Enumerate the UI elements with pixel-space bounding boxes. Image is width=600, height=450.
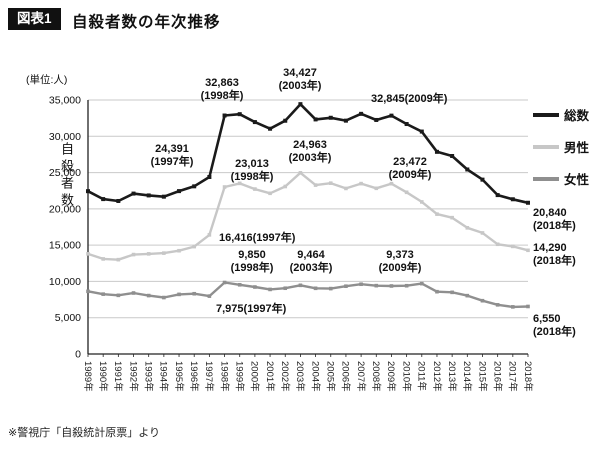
svg-text:2005年: 2005年: [325, 361, 337, 392]
legend-label-male: 男性: [564, 141, 590, 155]
svg-text:1991年: 1991年: [112, 361, 124, 392]
svg-text:24,391: 24,391: [155, 143, 189, 155]
svg-text:(2003年): (2003年): [279, 78, 322, 92]
svg-text:34,427: 34,427: [283, 67, 317, 79]
svg-text:2009年: 2009年: [385, 361, 397, 392]
svg-text:15,000: 15,000: [49, 240, 81, 252]
svg-text:2013年: 2013年: [446, 361, 458, 392]
svg-text:20,000: 20,000: [49, 203, 81, 215]
svg-text:2001年: 2001年: [264, 361, 276, 392]
svg-text:23,472: 23,472: [393, 156, 427, 168]
legend-line-female: [533, 176, 559, 181]
svg-text:2002年: 2002年: [279, 361, 291, 392]
svg-text:5,000: 5,000: [55, 312, 81, 324]
legend-line-male: [533, 144, 559, 149]
legend-item-female: 女性: [533, 169, 589, 188]
svg-text:1995年: 1995年: [173, 361, 185, 392]
svg-text:1989年: 1989年: [82, 361, 94, 392]
svg-text:9,464: 9,464: [297, 249, 325, 261]
svg-text:16,416(1997年): 16,416(1997年): [219, 230, 296, 244]
svg-text:2016年: 2016年: [491, 361, 503, 392]
svg-text:1990年: 1990年: [97, 361, 109, 392]
svg-text:24,963: 24,963: [293, 139, 327, 151]
svg-text:32,863: 32,863: [205, 77, 239, 89]
svg-text:35,000: 35,000: [49, 95, 81, 107]
svg-text:1998年: 1998年: [218, 361, 230, 392]
legend-line-total: [533, 112, 559, 117]
svg-text:2008年: 2008年: [370, 361, 382, 392]
svg-text:(2009年): (2009年): [389, 167, 432, 181]
svg-text:2012年: 2012年: [431, 361, 443, 392]
svg-text:9,850: 9,850: [238, 249, 266, 261]
svg-text:(2003年): (2003年): [290, 260, 333, 274]
svg-text:(1998年): (1998年): [201, 88, 244, 102]
unit-label: (単位:人): [26, 74, 68, 86]
svg-text:(2018年): (2018年): [533, 253, 576, 267]
svg-text:9,373: 9,373: [386, 249, 414, 261]
svg-text:2006年: 2006年: [340, 361, 352, 392]
svg-text:2011年: 2011年: [416, 361, 428, 391]
svg-text:10,000: 10,000: [49, 276, 81, 288]
svg-text:1999年: 1999年: [234, 361, 246, 392]
svg-text:1993年: 1993年: [142, 361, 154, 392]
svg-text:(2018年): (2018年): [533, 218, 576, 232]
svg-text:1996年: 1996年: [188, 361, 200, 392]
svg-text:2010年: 2010年: [400, 361, 412, 392]
figure-tag: 図表1: [8, 8, 61, 30]
svg-text:(1998年): (1998年): [231, 260, 274, 274]
svg-text:1997年: 1997年: [203, 361, 215, 392]
svg-text:2018年: 2018年: [522, 361, 534, 392]
svg-text:23,013: 23,013: [235, 158, 269, 170]
svg-text:(2003年): (2003年): [289, 150, 332, 164]
svg-text:(2009年): (2009年): [379, 260, 422, 274]
svg-text:1994年: 1994年: [158, 361, 170, 392]
figure-title: 自殺者数の年次推移: [72, 14, 221, 31]
svg-text:2015年: 2015年: [476, 361, 488, 392]
svg-text:2014年: 2014年: [461, 361, 473, 392]
legend-label-female: 女性: [564, 173, 590, 187]
svg-text:(2018年): (2018年): [533, 324, 576, 338]
svg-text:20,840: 20,840: [533, 207, 567, 219]
svg-text:6,550: 6,550: [533, 313, 561, 325]
svg-text:(1998年): (1998年): [231, 169, 274, 183]
legend-item-male: 男性: [533, 137, 589, 156]
svg-text:1992年: 1992年: [127, 361, 139, 392]
svg-text:7,975(1997年): 7,975(1997年): [216, 301, 287, 315]
svg-text:2000年: 2000年: [249, 361, 261, 392]
legend-label-total: 総数: [564, 109, 590, 123]
svg-text:2004年: 2004年: [309, 361, 321, 392]
svg-text:2003年: 2003年: [294, 361, 306, 392]
svg-text:(1997年): (1997年): [151, 154, 194, 168]
svg-text:2007年: 2007年: [355, 361, 367, 392]
svg-text:25,000: 25,000: [49, 167, 81, 179]
legend-item-total: 総数: [533, 105, 589, 124]
chart-legend: 総数 男性 女性: [533, 105, 589, 201]
svg-text:0: 0: [75, 349, 81, 361]
y-axis-label: 自殺者数: [59, 142, 74, 210]
svg-text:2017年: 2017年: [507, 361, 519, 392]
source-note: ※警視庁「自殺統計原票」より: [8, 427, 160, 439]
svg-text:32,845(2009年): 32,845(2009年): [371, 91, 448, 105]
svg-text:30,000: 30,000: [49, 131, 81, 143]
svg-text:14,290: 14,290: [533, 242, 567, 254]
